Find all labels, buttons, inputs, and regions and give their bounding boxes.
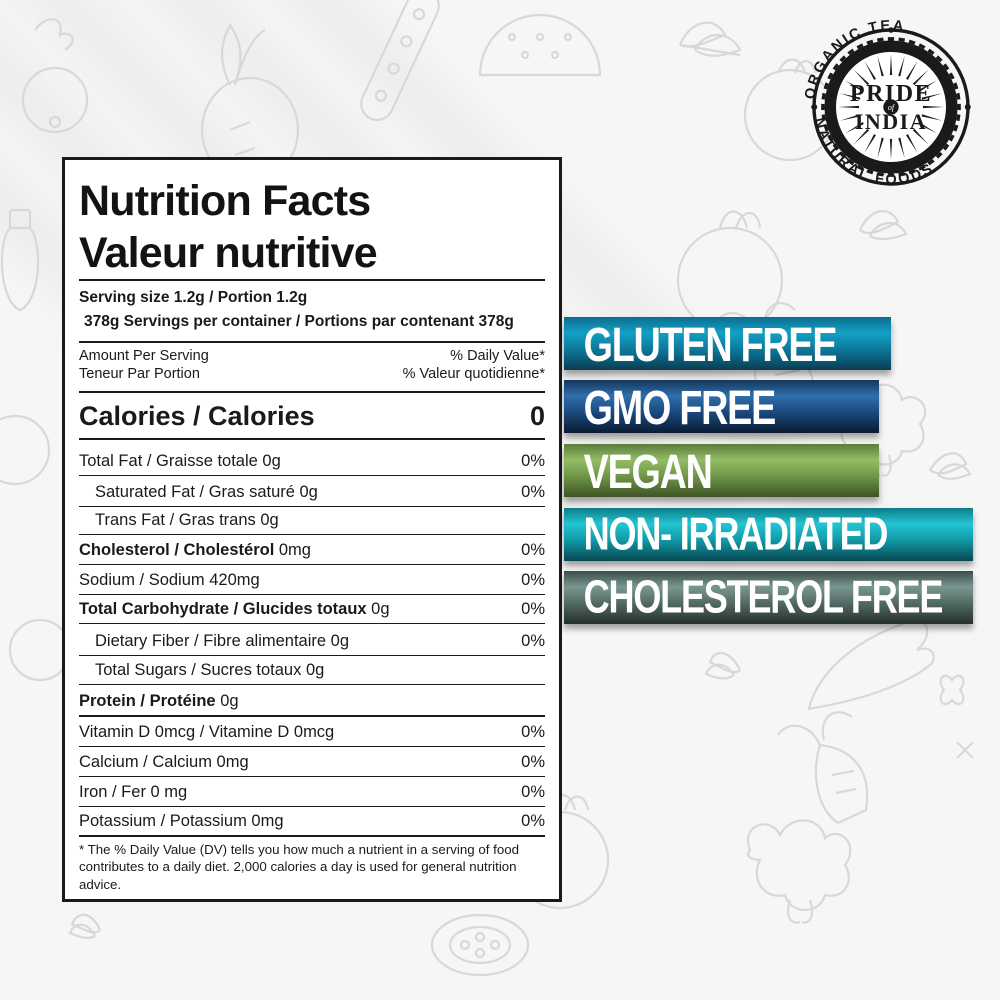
svg-text:INDIA: INDIA (855, 109, 927, 134)
